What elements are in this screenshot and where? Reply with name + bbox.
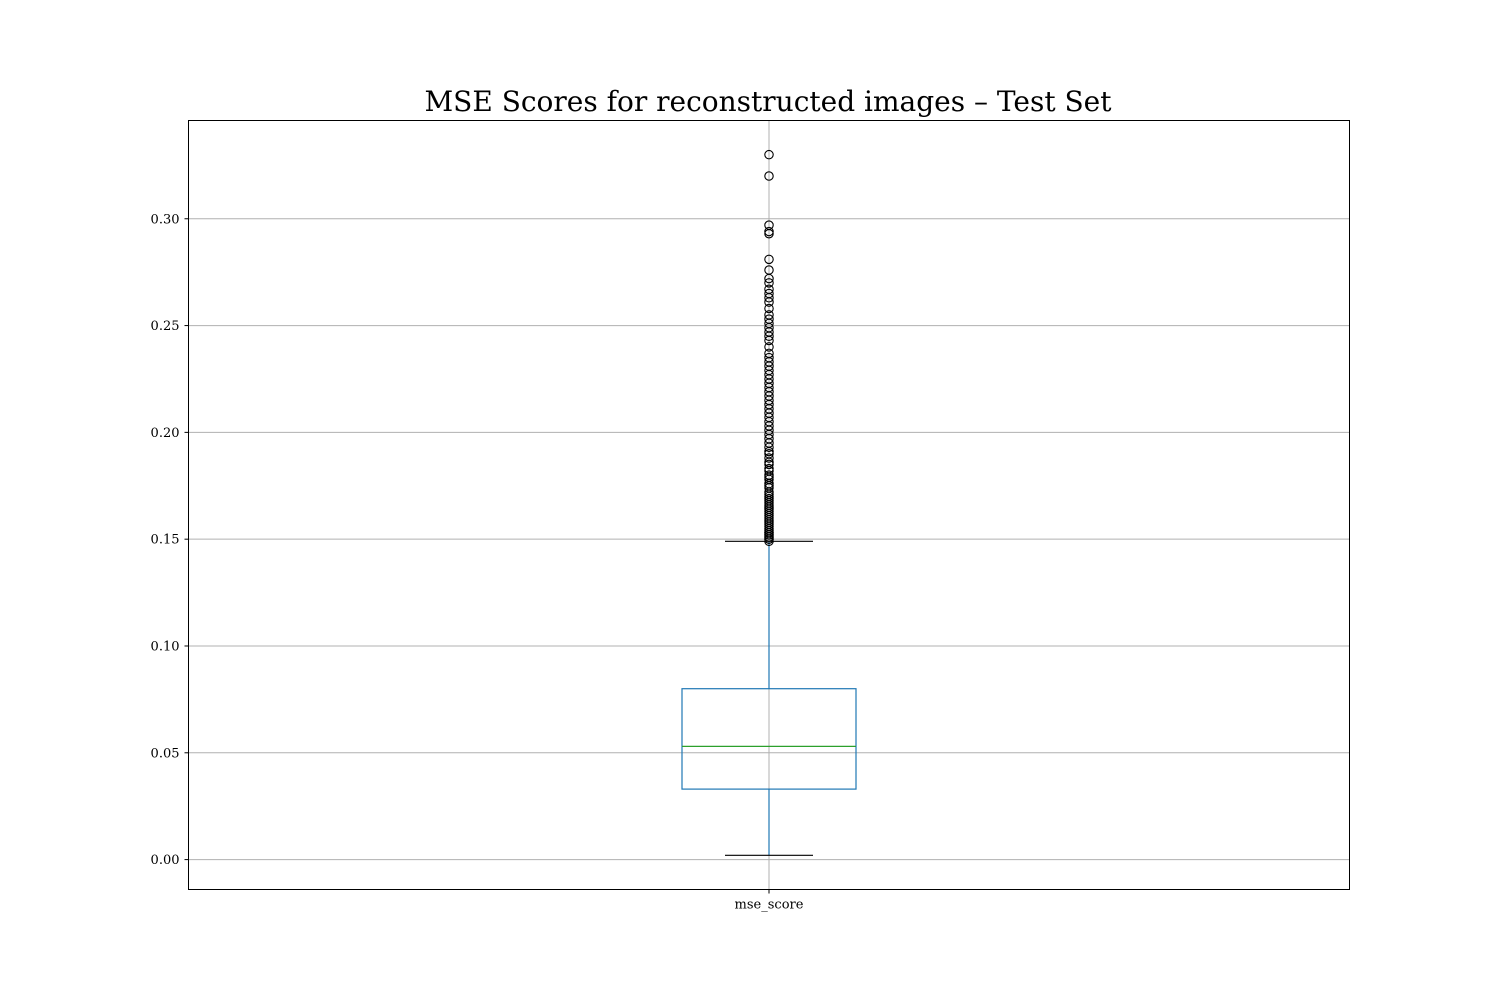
plot-frame (188, 120, 1350, 890)
outlier-point (764, 314, 774, 324)
x-tick-label: mse_score (735, 898, 804, 913)
outlier-point (764, 342, 774, 352)
chart-title: MSE Scores for reconstructed images – Te… (425, 85, 1113, 118)
outlier-point (764, 226, 774, 237)
outlier-point (764, 288, 774, 299)
outlier-point (764, 303, 774, 314)
y-tick-label: 0.10 (151, 639, 180, 654)
y-tick-label: 0.30 (151, 212, 180, 227)
y-tick-label: 0.00 (151, 853, 180, 868)
y-tick-label: 0.25 (151, 319, 180, 334)
outlier-points (764, 149, 774, 547)
y-tick-label: 0.20 (151, 426, 180, 441)
outlier-point (764, 278, 774, 288)
y-tick-label: 0.05 (151, 746, 180, 761)
outlier-point (764, 463, 774, 474)
outlier-point (764, 352, 774, 363)
outlier-point (764, 284, 774, 295)
outlier-point (764, 348, 774, 359)
y-tick-label: 0.15 (151, 533, 180, 548)
outlier-point (764, 149, 774, 160)
outlier-point (764, 310, 774, 320)
iqr-box (681, 688, 857, 790)
y-axis-ticks: 0.00 0.05 0.10 0.15 0.20 0.25 0.30 (151, 212, 189, 868)
outlier-point (764, 265, 774, 275)
outlier-point (764, 171, 774, 181)
x-axis-ticks: mse_score (735, 889, 804, 913)
outlier-point (764, 254, 774, 265)
box-plot (681, 540, 857, 856)
outlier-point (764, 453, 774, 463)
outlier-point (764, 470, 774, 480)
outlier-point (764, 220, 774, 230)
